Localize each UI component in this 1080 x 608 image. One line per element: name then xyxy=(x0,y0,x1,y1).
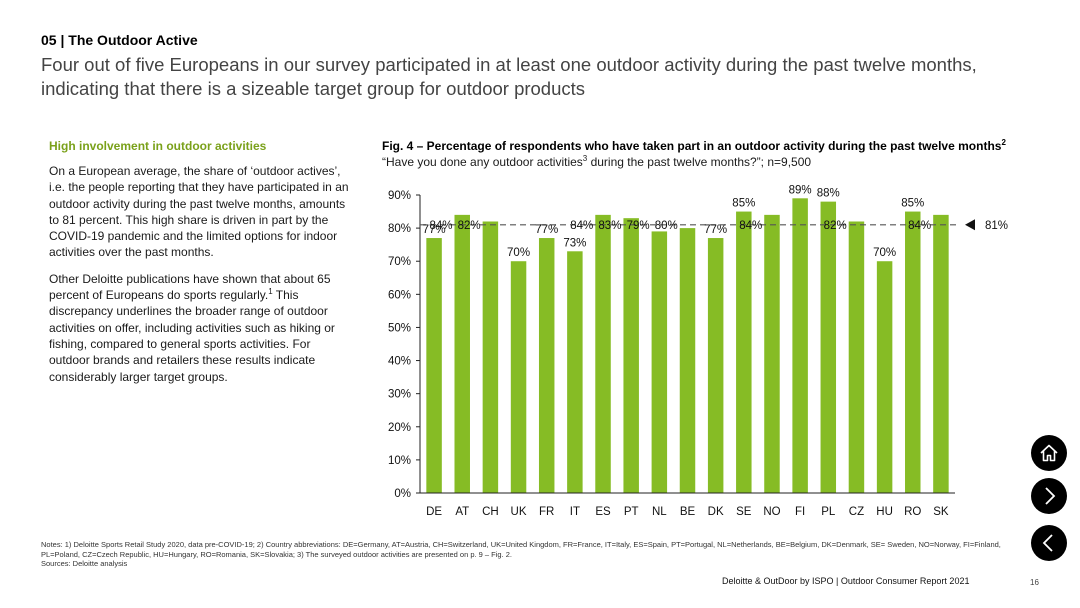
x-tick-label: ES xyxy=(595,506,611,518)
footer-text: Deloitte & OutDoor by ISPO | Outdoor Con… xyxy=(722,576,970,586)
y-tick-label: 90% xyxy=(388,190,411,202)
sidebar-paragraph-2-start: Other Deloitte publications have shown t… xyxy=(49,271,331,303)
sidebar-paragraph-2: Other Deloitte publications have shown t… xyxy=(49,271,354,385)
footnote-ref-2: 2 xyxy=(1001,138,1006,147)
sidebar-paragraph-2-end: This discrepancy underlines the broader … xyxy=(49,288,335,384)
bar-ro xyxy=(905,211,921,494)
data-label: 84% xyxy=(739,220,762,232)
bar-cz xyxy=(848,221,865,493)
home-button[interactable] xyxy=(1031,435,1067,471)
data-label: 84% xyxy=(429,220,452,232)
average-marker xyxy=(965,219,975,231)
sidebar-title: High involvement in outdoor activities xyxy=(49,139,267,153)
bar-at xyxy=(454,214,470,493)
bar-be xyxy=(679,228,696,493)
notes: Notes: 1) Deloitte Sports Retail Study 2… xyxy=(41,540,1031,569)
figure-subtitle: “Have you done any outdoor activities3 d… xyxy=(382,154,812,170)
data-label: 89% xyxy=(789,184,812,196)
data-label: 73% xyxy=(563,237,586,249)
data-label: 80% xyxy=(655,220,678,232)
x-tick-label: NL xyxy=(652,506,667,518)
data-label: 70% xyxy=(507,247,530,259)
y-tick-label: 80% xyxy=(388,223,411,235)
y-tick-label: 60% xyxy=(388,289,411,301)
figure-title: Fig. 4 – Percentage of respondents who h… xyxy=(382,138,1006,154)
y-tick-label: 30% xyxy=(388,389,411,401)
sidebar-paragraph-1: On a European average, the share of ‘out… xyxy=(49,164,349,260)
previous-button[interactable] xyxy=(1031,525,1067,561)
bar-pl xyxy=(820,201,837,493)
chevron-right-icon xyxy=(1045,487,1056,505)
sources-text: Sources: Deloitte analysis xyxy=(41,559,128,569)
x-tick-label: FR xyxy=(539,506,554,518)
next-button[interactable] xyxy=(1031,478,1067,514)
x-tick-label: RO xyxy=(904,506,921,518)
y-tick-label: 70% xyxy=(388,256,411,268)
data-label: 88% xyxy=(817,188,840,200)
x-tick-label: NO xyxy=(763,506,780,518)
data-label: 70% xyxy=(873,247,896,259)
figure-subtitle-start: “Have you done any outdoor activities xyxy=(382,155,583,169)
bar-ch xyxy=(482,221,499,493)
x-tick-label: HU xyxy=(876,506,893,518)
section-label: 05 | The Outdoor Active xyxy=(41,32,198,48)
bar-es xyxy=(595,214,611,493)
bar-it xyxy=(567,251,583,493)
figure-title-text: Fig. 4 – Percentage of respondents who h… xyxy=(382,139,1002,153)
bar-uk xyxy=(510,261,527,493)
bar-pt xyxy=(623,218,639,493)
y-tick-label: 50% xyxy=(388,322,411,334)
x-tick-label: SE xyxy=(736,506,752,518)
x-tick-label: PT xyxy=(624,506,639,518)
bar-nl xyxy=(651,231,668,493)
x-tick-label: PL xyxy=(821,506,836,518)
bar-se xyxy=(736,211,752,494)
bar-fi xyxy=(792,198,808,494)
y-tick-label: 40% xyxy=(388,356,411,368)
x-tick-label: IT xyxy=(570,506,580,518)
bar-hu xyxy=(876,261,893,493)
bar-dk xyxy=(707,238,724,493)
data-label: 77% xyxy=(704,224,727,236)
data-label: 82% xyxy=(458,220,481,232)
data-label: 82% xyxy=(824,220,847,232)
footnote-ref-1: 1 xyxy=(268,287,273,297)
x-tick-label: SK xyxy=(933,506,949,518)
page-number: 16 xyxy=(1030,578,1039,587)
home-icon xyxy=(1040,444,1058,462)
x-tick-label: CH xyxy=(482,506,499,518)
x-tick-label: BE xyxy=(680,506,696,518)
y-tick-label: 20% xyxy=(388,422,411,434)
bar-no xyxy=(764,214,780,493)
x-tick-label: DK xyxy=(708,506,724,518)
average-label: 81% xyxy=(985,220,1008,232)
notes-text: Notes: 1) Deloitte Sports Retail Study 2… xyxy=(41,540,1001,559)
data-label: 84% xyxy=(908,220,931,232)
data-label: 85% xyxy=(732,198,755,210)
data-label: 85% xyxy=(901,198,924,210)
x-tick-label: UK xyxy=(511,506,527,518)
bar-fr xyxy=(538,238,555,493)
data-label: 77% xyxy=(535,224,558,236)
bar-de xyxy=(426,238,442,493)
page-headline: Four out of five Europeans in our survey… xyxy=(41,54,977,99)
x-tick-label: CZ xyxy=(849,506,864,518)
figure-subtitle-end: during the past twelve months?”; n=9,500 xyxy=(587,155,812,169)
y-tick-label: 0% xyxy=(394,488,411,500)
x-tick-label: FI xyxy=(795,506,805,518)
data-label: 79% xyxy=(627,220,650,232)
chevron-left-icon xyxy=(1042,534,1053,552)
data-label: 83% xyxy=(598,220,621,232)
data-label: 77% xyxy=(423,224,446,236)
sidebar-text: On a European average, the share of ‘out… xyxy=(49,163,354,395)
bar-sk xyxy=(933,214,949,493)
footnote-ref-3: 3 xyxy=(582,154,588,163)
x-tick-label: AT xyxy=(455,506,469,518)
y-tick-label: 10% xyxy=(388,455,411,467)
bar-chart: 0%10%20%30%40%50%60%70%80%90%81%77%84% 82… xyxy=(388,184,1008,518)
data-label: 84% xyxy=(570,220,593,232)
x-tick-label: DE xyxy=(426,506,442,518)
